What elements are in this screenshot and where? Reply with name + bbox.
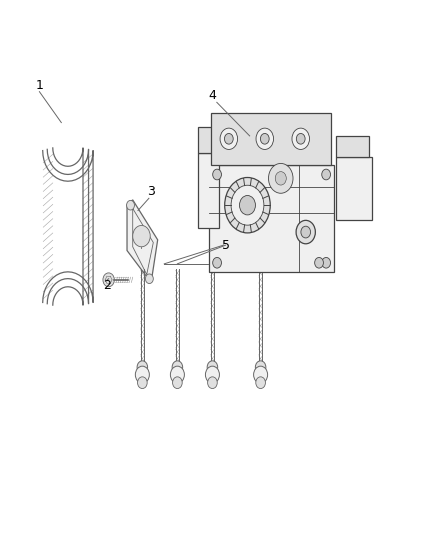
Text: 2: 2 (103, 279, 111, 292)
Circle shape (292, 128, 310, 149)
Circle shape (231, 185, 264, 225)
Text: 5: 5 (222, 239, 230, 252)
Circle shape (297, 133, 305, 144)
Circle shape (254, 366, 268, 383)
Text: 4: 4 (208, 90, 216, 102)
FancyBboxPatch shape (198, 153, 219, 228)
FancyBboxPatch shape (336, 157, 372, 220)
Circle shape (240, 196, 255, 215)
Circle shape (205, 366, 219, 383)
Circle shape (268, 164, 293, 193)
Circle shape (137, 361, 148, 374)
Circle shape (133, 225, 150, 247)
Circle shape (135, 366, 149, 383)
Circle shape (322, 257, 331, 268)
FancyBboxPatch shape (211, 112, 331, 165)
Circle shape (255, 361, 266, 374)
Circle shape (224, 133, 233, 144)
FancyBboxPatch shape (209, 165, 334, 272)
Circle shape (256, 128, 274, 149)
Circle shape (314, 257, 323, 268)
Circle shape (127, 200, 134, 210)
Circle shape (145, 274, 153, 284)
Circle shape (213, 169, 222, 180)
Circle shape (208, 377, 217, 389)
Circle shape (296, 220, 315, 244)
FancyBboxPatch shape (198, 127, 219, 153)
Circle shape (170, 366, 184, 383)
Circle shape (103, 273, 114, 287)
Circle shape (261, 133, 269, 144)
Circle shape (220, 128, 237, 149)
Circle shape (213, 257, 222, 268)
Circle shape (322, 169, 331, 180)
FancyBboxPatch shape (336, 135, 369, 157)
Circle shape (275, 172, 286, 185)
Circle shape (138, 377, 147, 389)
Circle shape (173, 377, 182, 389)
Circle shape (301, 226, 311, 238)
Text: 3: 3 (147, 185, 155, 198)
Circle shape (256, 377, 265, 389)
Circle shape (225, 177, 270, 233)
Polygon shape (127, 200, 158, 282)
Text: 1: 1 (35, 79, 43, 92)
Circle shape (207, 361, 218, 374)
Circle shape (172, 361, 183, 374)
